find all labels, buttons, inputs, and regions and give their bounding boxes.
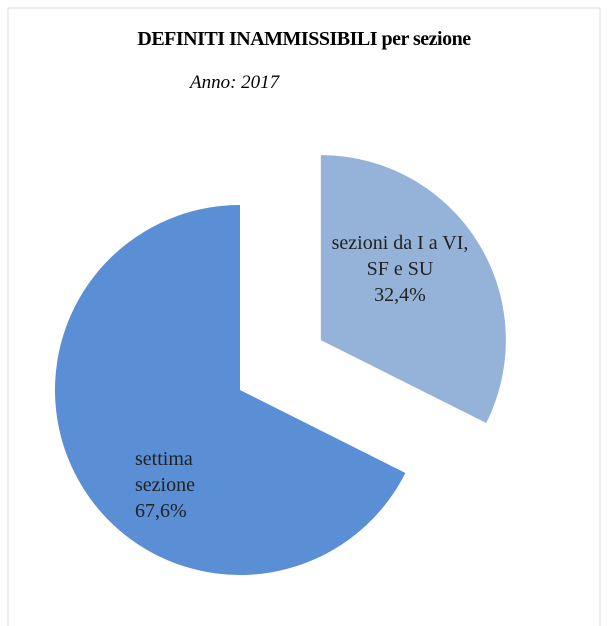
slice-category: sezioni da I a VI, SF e SU [331, 232, 469, 280]
slice-label: sezioni da I a VI, SF e SU 32,4% [330, 230, 470, 308]
chart-subtitle: Anno: 2017 [190, 72, 280, 93]
pie-slice [320, 155, 506, 424]
slice-value-label: 67,6% [135, 500, 187, 522]
slice-category: settima sezione [135, 448, 195, 496]
frame [7, 7, 601, 626]
chart-title: DEFINITI INAMMISSIBILI per sezione [137, 28, 471, 50]
slice-label: settima sezione 67,6% [135, 446, 255, 524]
slice-value-label: 32,4% [374, 284, 426, 306]
pie-slice [54, 205, 406, 575]
